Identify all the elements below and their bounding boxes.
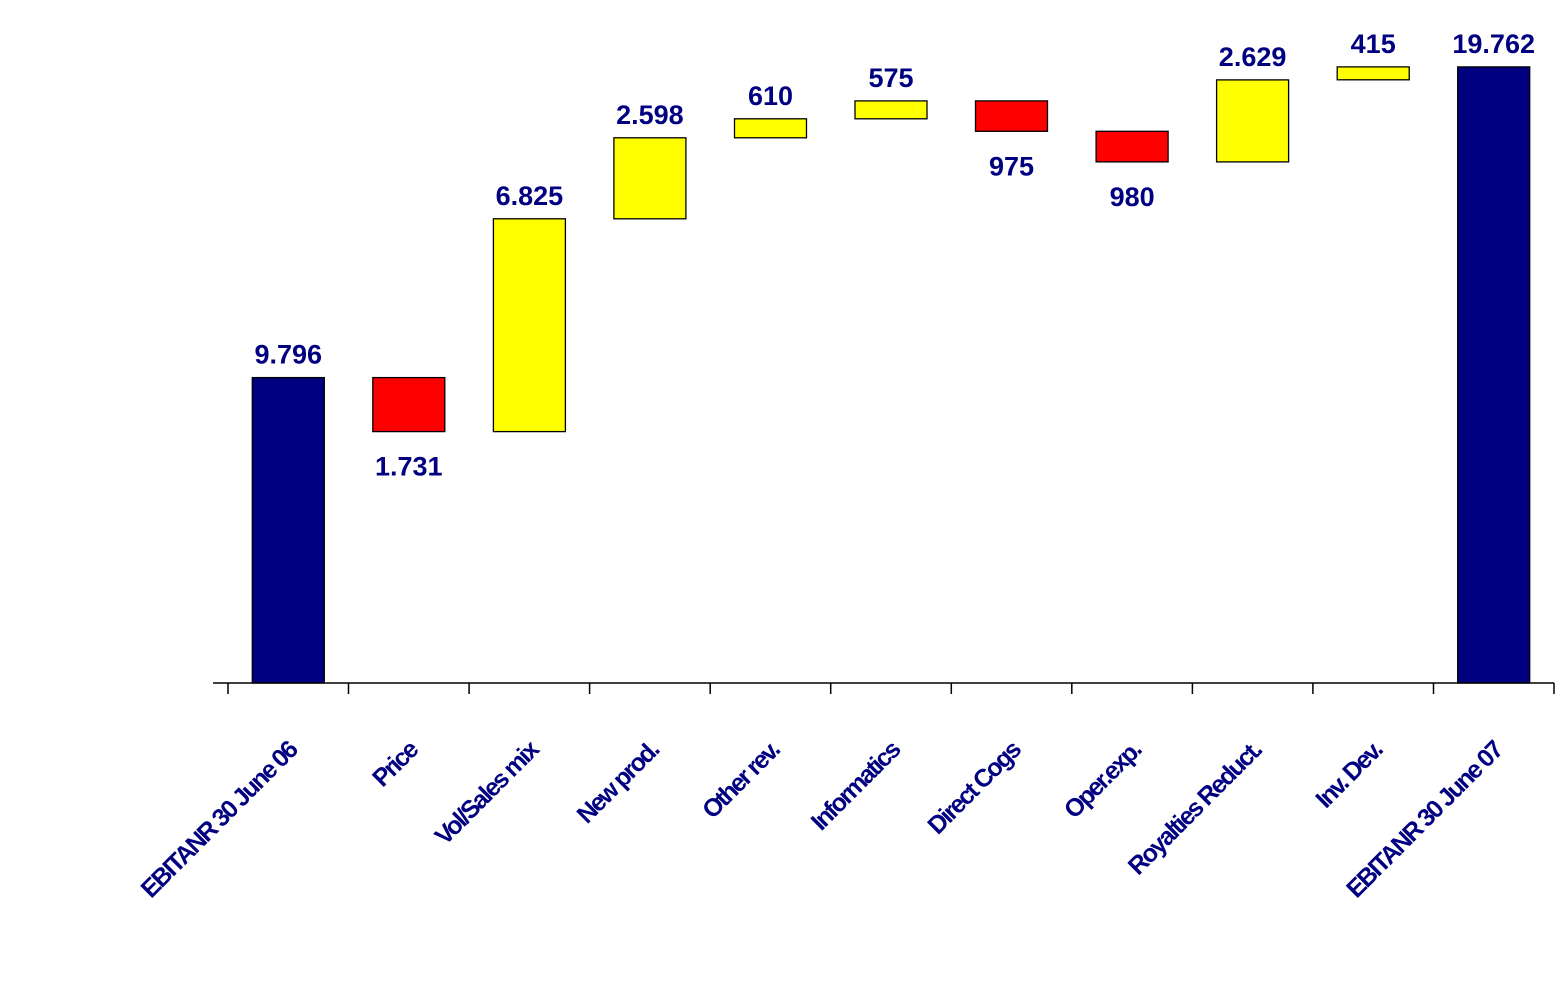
x-tick-label-ebitanr-30-june-06: EBITANR 30 June 06 — [136, 736, 304, 904]
data-label-inv-dev: 415 — [1351, 29, 1396, 59]
x-tick-label-other-rev: Other rev. — [697, 736, 786, 825]
data-label-vol-sales-mix: 6.825 — [496, 181, 564, 211]
data-label-other-rev: 610 — [748, 81, 793, 111]
x-tick-label-vol-sales-mix: Vol/Sales mix — [430, 735, 546, 851]
bar-price — [372, 376, 446, 433]
data-label-informatics: 575 — [868, 63, 913, 93]
x-tick-label-informatics: Informatics — [806, 736, 906, 836]
bars-group — [251, 66, 1531, 684]
data-label-new-prod: 2.598 — [616, 100, 684, 130]
x-axis — [213, 682, 1555, 694]
data-label-direct-cogs: 975 — [989, 151, 1034, 181]
bar-new-prod — [613, 137, 687, 220]
bar-oper-exp — [1095, 130, 1169, 163]
bar-other-rev — [733, 118, 808, 139]
x-tick-label-direct-cogs: Direct Cogs — [922, 736, 1026, 840]
bar-direct-cogs — [974, 100, 1049, 132]
bar-informatics — [854, 100, 928, 120]
data-label-ebitanr-30-june-06: 9.796 — [255, 340, 323, 370]
bar-inv-dev — [1336, 66, 1410, 81]
bar-ebitanr-30-june-07 — [1457, 66, 1531, 684]
data-label-price: 1.731 — [375, 452, 443, 482]
data-label-royalties-reduct: 2.629 — [1219, 42, 1287, 72]
value-labels-group: 9.796 1.731 6.825 2.598 610 575 975 980 2.629 415… — [255, 29, 1535, 482]
category-labels-group: EBITANR 30 June 06 Price Vol/Sales mix New … — [136, 735, 1509, 903]
x-tick-label-oper-exp: Oper.exp. — [1059, 736, 1147, 824]
bar-ebitanr-30-june-06 — [251, 376, 325, 684]
x-tick-label-price: Price — [367, 735, 424, 792]
bar-vol-sales-mix — [492, 218, 567, 433]
data-label-oper-exp: 980 — [1110, 182, 1155, 212]
x-tick-label-inv-dev: Inv. Dev. — [1310, 736, 1388, 814]
data-label-ebitanr-30-june-07: 19.762 — [1452, 29, 1535, 59]
bar-royalties-reduct — [1215, 79, 1290, 163]
x-tick-label-new-prod: New prod. — [572, 736, 665, 829]
